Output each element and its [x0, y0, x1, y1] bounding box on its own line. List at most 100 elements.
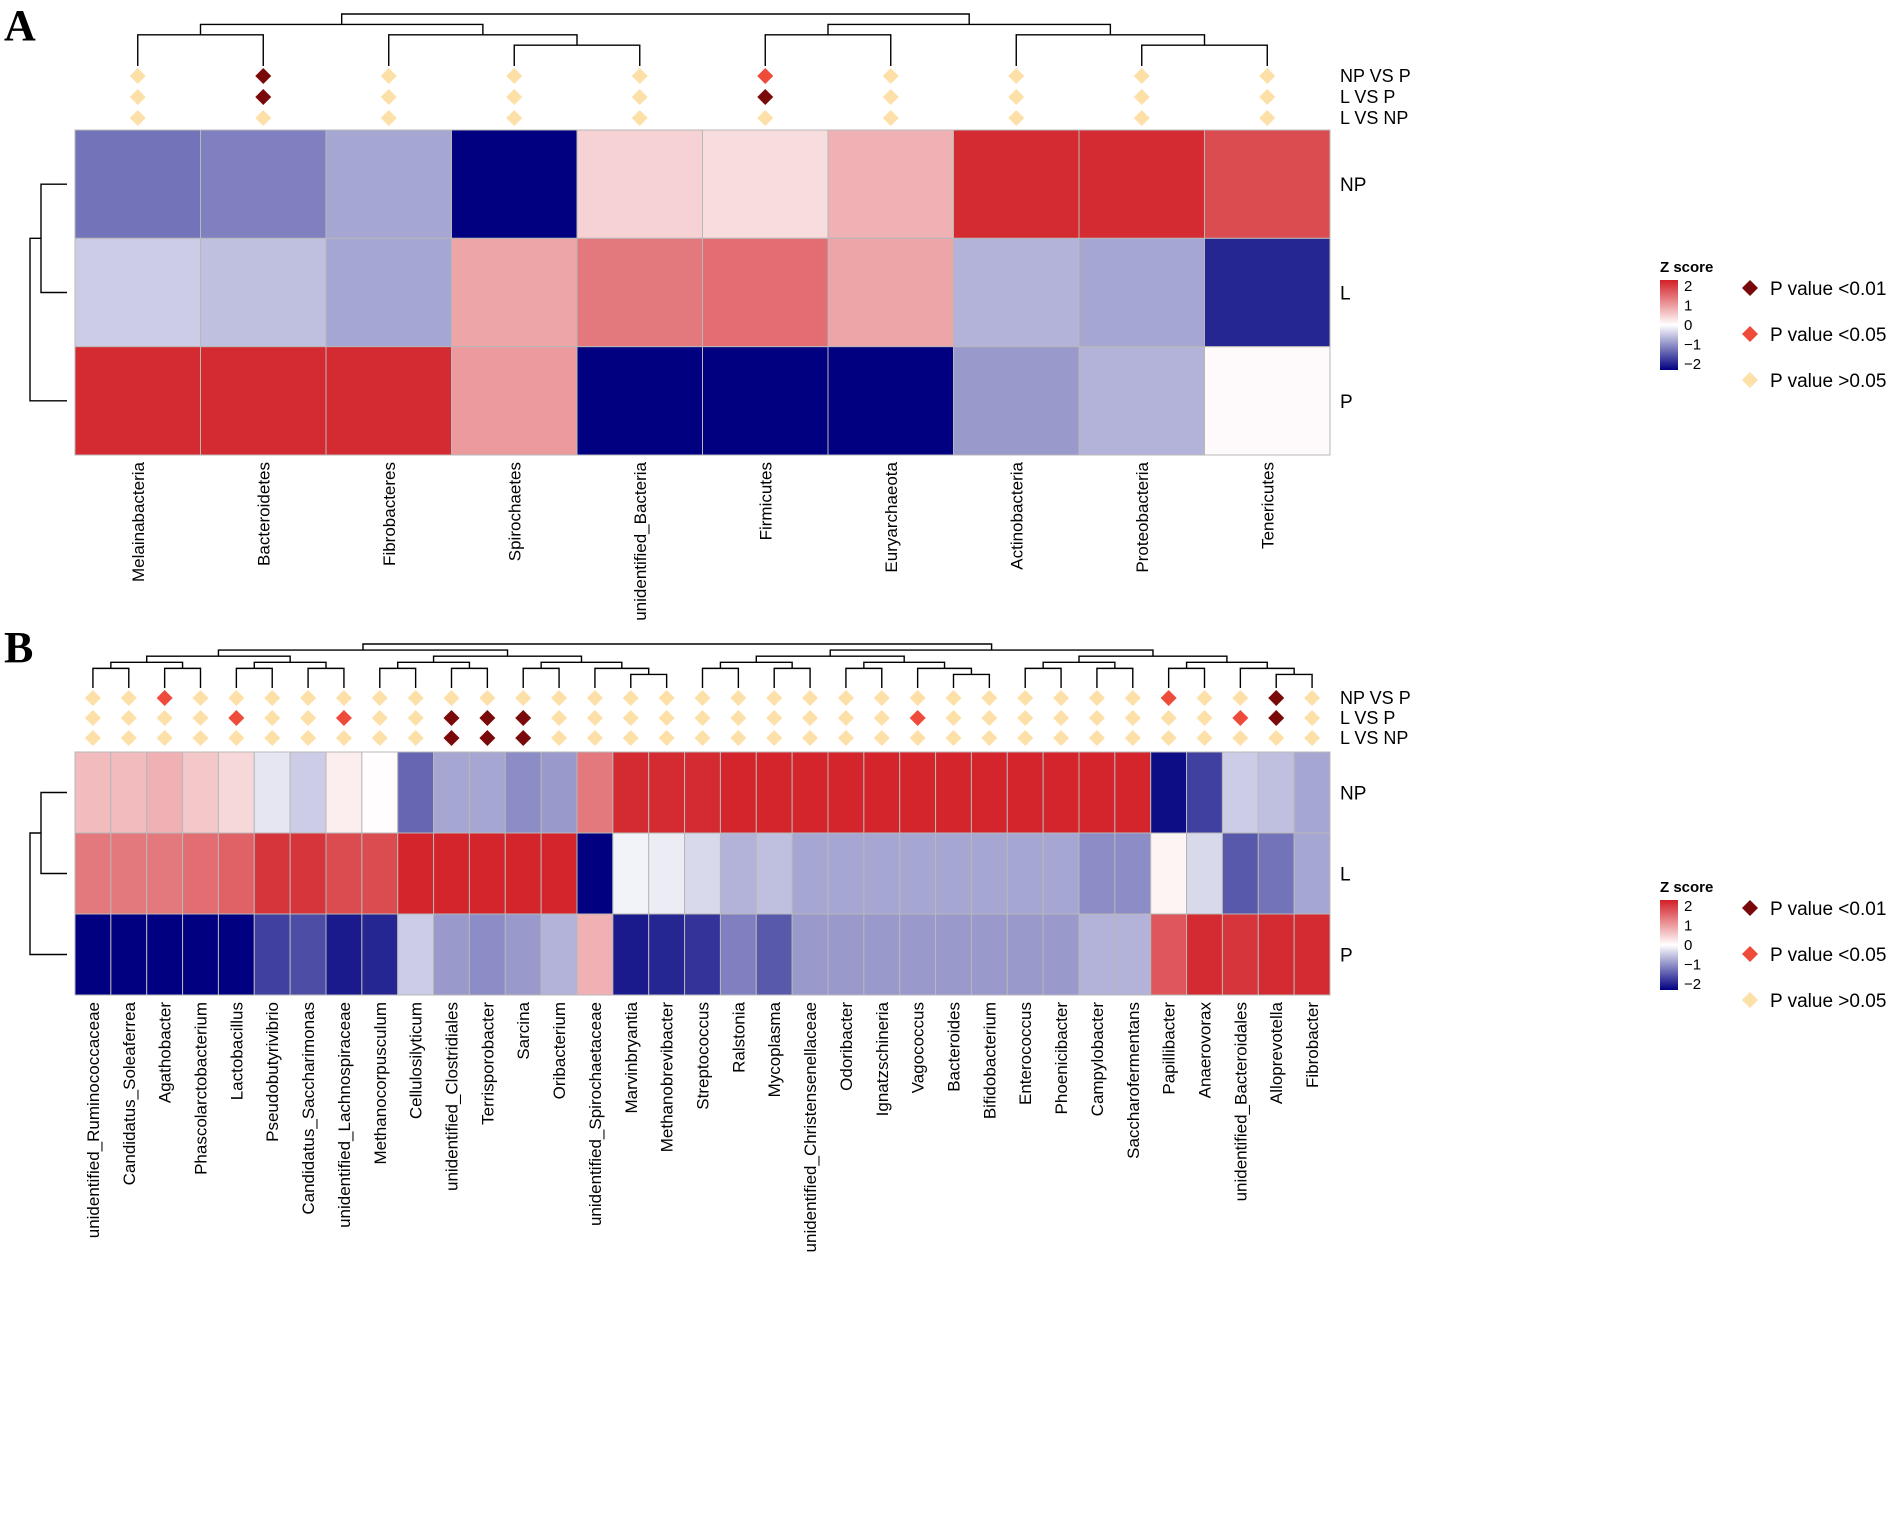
heatmap-cell: [74, 832, 112, 915]
heatmap-cell: [74, 913, 112, 996]
significance-marker: [156, 730, 173, 746]
heatmap-cell: [899, 832, 937, 915]
heatmap-cell: [504, 832, 542, 915]
heatmap-cell: [110, 832, 148, 915]
column-label: Alloprevotella: [1267, 1001, 1286, 1104]
significance-marker: [1304, 710, 1321, 726]
heatmap-cell: [791, 751, 829, 834]
colour-bar-tick: 0: [1684, 317, 1692, 334]
significance-marker: [1304, 730, 1321, 746]
heatmap-cell: [1221, 832, 1259, 915]
significance-marker: [1259, 68, 1276, 84]
significance-marker: [1088, 730, 1105, 746]
column-dendrogram-branch-B: [432, 655, 583, 663]
legend-marker: [1742, 280, 1758, 296]
heatmap-cell: [182, 913, 219, 996]
column-dendrogram-branch-A: [340, 13, 970, 25]
column-dendrogram-branch-A: [1015, 34, 1206, 66]
significance-marker: [264, 690, 281, 706]
column-dendrogram-branch-B: [110, 661, 184, 669]
significance-marker: [371, 690, 388, 706]
column-label: Marvinbryantia: [622, 1001, 641, 1113]
significance-marker: [1304, 690, 1321, 706]
heatmap-cell: [576, 237, 703, 348]
panel-a: A NP L P Melainabacteria Bacteroidetes Fibroba…: [4, 1, 1886, 621]
column-label: Euryarchaeota: [882, 461, 901, 572]
column-dendrogram-branch-A: [1141, 44, 1268, 66]
heatmap-cell: [1186, 751, 1223, 834]
heatmap-cell: [827, 346, 954, 456]
heatmap-cell: [540, 751, 578, 834]
significance-marker: [766, 690, 783, 706]
column-label: Sarcina: [514, 1001, 533, 1059]
heatmap-cell: [1257, 913, 1295, 996]
significance-marker: [1196, 730, 1213, 746]
significance-marker: [551, 710, 568, 726]
column-label: Enterococcus: [1016, 1002, 1035, 1105]
heatmap-cell: [74, 129, 201, 239]
heatmap-cell: [1186, 832, 1223, 915]
significance-marker: [335, 690, 352, 706]
significance-marker: [407, 710, 424, 726]
significance-marker: [300, 690, 317, 706]
column-label: Phoenicibacter: [1052, 1002, 1071, 1115]
significance-marker: [945, 710, 962, 726]
column-label: Methanocorpusculum: [371, 1002, 390, 1165]
significance-marker: [945, 690, 962, 706]
significance-marker: [264, 710, 281, 726]
significance-marker: [1017, 730, 1034, 746]
heatmap-cell: [451, 346, 578, 456]
test-label: L VS P: [1340, 87, 1395, 107]
significance-marker: [1088, 710, 1105, 726]
significance-marker: [515, 730, 532, 746]
significance-marker: [192, 710, 209, 726]
heatmap-cell: [1293, 751, 1331, 834]
significance-marker: [837, 710, 854, 726]
significance-marker: [909, 730, 926, 746]
significance-marker: [1133, 89, 1150, 105]
column-dendrogram-branch-A: [764, 34, 892, 66]
heatmap-cell: [253, 751, 291, 834]
heatmap-cell: [361, 832, 399, 915]
heatmap-cell: [1150, 913, 1188, 996]
significance-marker: [622, 730, 639, 746]
column-label: Methanobrevibacter: [658, 1002, 677, 1153]
heatmap-cell: [146, 913, 184, 996]
heatmap-cell: [719, 751, 757, 834]
heatmap-cell: [1221, 913, 1259, 996]
row-dendrogram-branch: [40, 791, 67, 875]
heatmap-cell: [1078, 237, 1205, 348]
column-dendrogram-branch-B: [1167, 667, 1206, 688]
column-label: unidentified_Lachnospiraceae: [335, 1002, 354, 1228]
heatmap-cell: [540, 913, 578, 996]
significance-marker: [1259, 110, 1276, 126]
column-label: Mycoplasma: [765, 1001, 784, 1097]
significance-marker: [586, 730, 603, 746]
significance-marker: [1133, 68, 1150, 84]
heatmap-cell: [1150, 832, 1188, 915]
heatmap-cell: [182, 751, 219, 834]
significance-marker: [631, 110, 648, 126]
heatmap-cell: [74, 751, 112, 834]
column-label: Agathobacter: [156, 1002, 175, 1103]
significance-marker: [757, 110, 774, 126]
significance-marker: [802, 710, 819, 726]
heatmap-cell: [325, 913, 363, 996]
test-label: L VS P: [1340, 708, 1395, 728]
heatmap-cell: [1150, 751, 1188, 834]
column-label: unidentified_Christensenellaceae: [801, 1002, 820, 1252]
significance-marker: [694, 690, 711, 706]
significance-marker: [766, 710, 783, 726]
significance-marker: [515, 710, 532, 726]
significance-marker: [371, 710, 388, 726]
column-label: Terrisporobacter: [478, 1002, 497, 1125]
column-dendrogram-branch-B: [163, 667, 202, 688]
significance-marker: [84, 730, 101, 746]
heatmap-cell: [684, 832, 721, 915]
significance-marker: [335, 710, 352, 726]
column-dendrogram-branch-A: [513, 44, 641, 66]
significance-marker: [264, 730, 281, 746]
heatmap-cell: [1293, 832, 1331, 915]
significance-marker: [443, 710, 460, 726]
